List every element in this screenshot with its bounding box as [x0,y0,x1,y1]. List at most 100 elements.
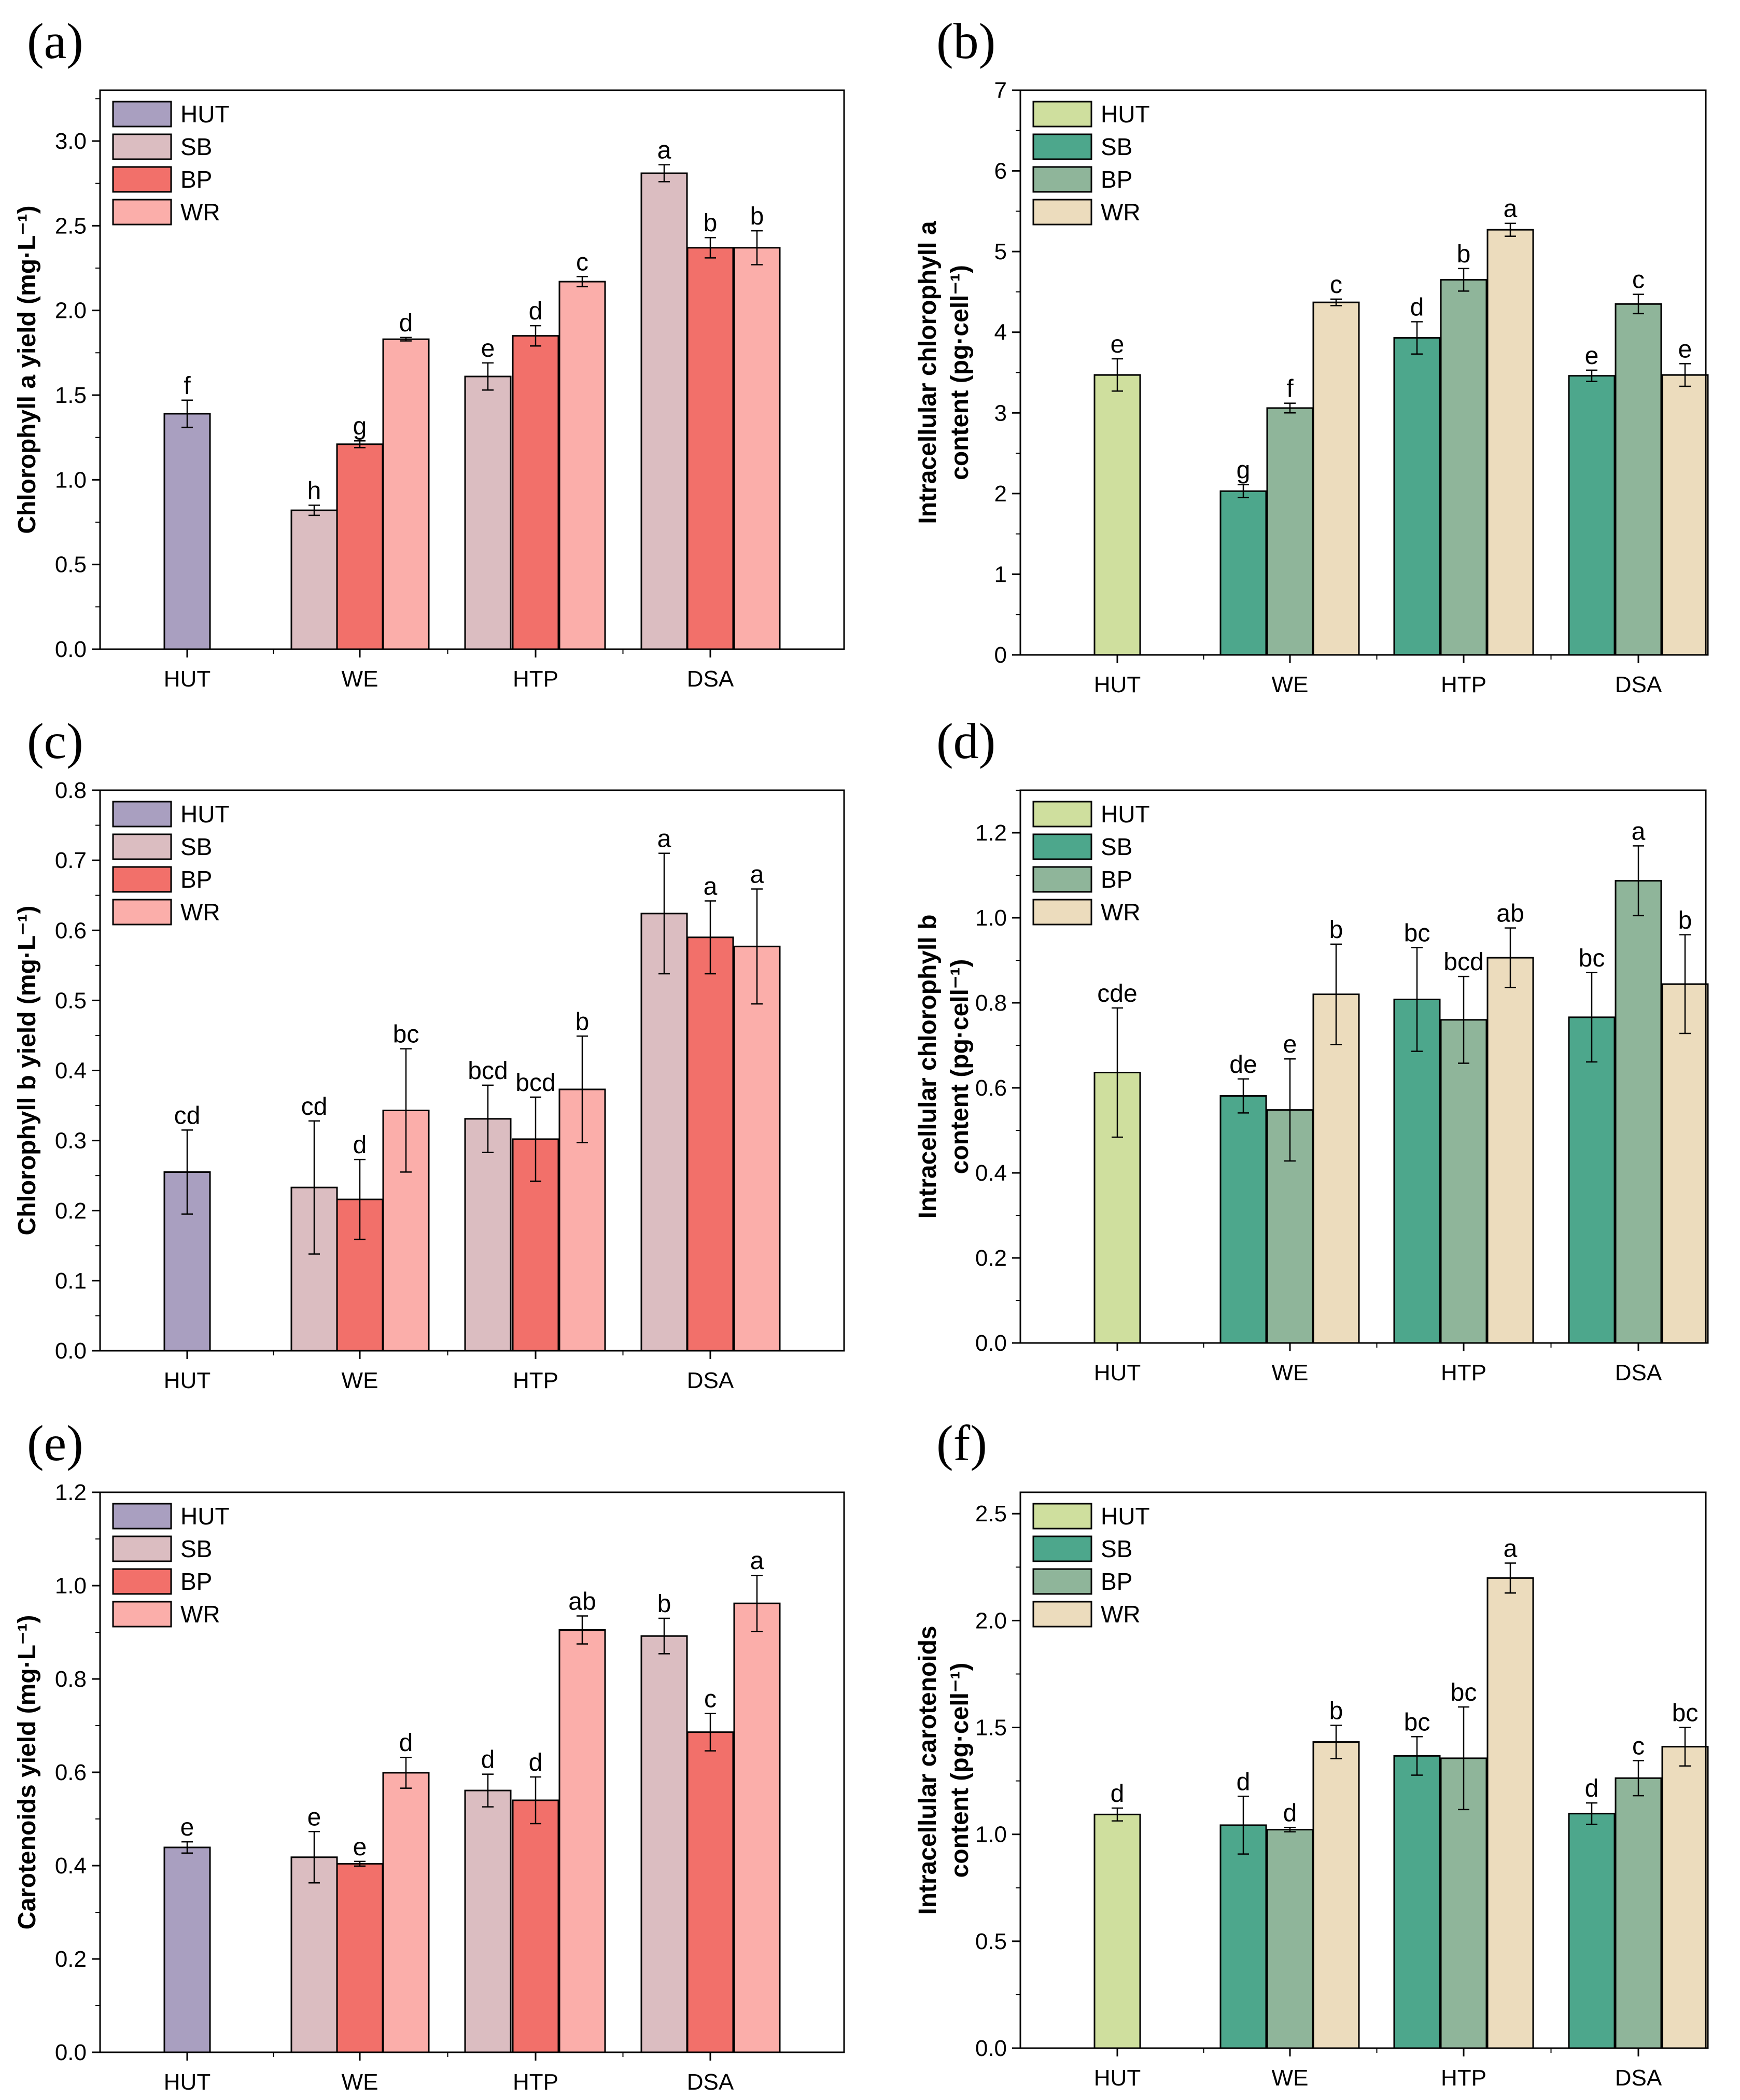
legend-swatch-bp [112,166,172,193]
legend-swatch-sb [1032,133,1092,160]
panel-label-f: (f) [936,1416,987,1472]
bar-b-dsa-wr [1661,374,1709,656]
bar-f-dsa-bp [1615,1777,1662,2049]
bar-e-hut-hut [163,1846,211,2053]
significance-label: bcd [468,1057,508,1085]
bar-f-dsa-sb [1568,1813,1616,2049]
y-axis-label: Chlorophyll b yield (mg·L⁻¹) [13,906,41,1236]
legend-label-bp: BP [180,1568,212,1595]
significance-label: g [353,413,367,440]
bar-a-dsa-wr [733,247,781,650]
significance-label: a [657,137,671,164]
legend-swatch-sb [112,1535,172,1562]
significance-label: e [1678,335,1692,363]
legend-label-bp: BP [180,866,212,893]
y-tick-label: 0.6 [975,1075,1007,1101]
significance-label: a [657,825,671,853]
significance-label: ab [1496,900,1524,928]
significance-label: d [1585,1775,1599,1802]
panel-b: (b) e g f c d b a e c e 0 1 2 3 4 5 6 7 HUT WE HTP DSA Intracel… [914,13,1709,697]
legend-label-hut: HUT [1101,1503,1150,1530]
legend-label-wr: WR [180,1601,220,1628]
bar-f-htp-wr [1486,1577,1534,2049]
bar-f-we-bp [1266,1829,1314,2049]
significance-label: g [1237,457,1251,484]
legend-swatch-sb [1032,833,1092,860]
x-tick-label: DSA [1615,2065,1662,2091]
significance-label: a [750,1547,764,1575]
y-tick-label: 3 [994,400,1007,426]
legend-label-hut: HUT [180,1503,230,1530]
bar-e-dsa-sb [640,1635,688,2053]
significance-label: d [353,1131,367,1159]
y-tick-label: 0.2 [975,1245,1007,1271]
significance-label: e [307,1803,321,1831]
bar-d-dsa-sb [1568,1016,1616,1344]
y-axis-label: content (pg·cell⁻¹) [946,265,974,480]
y-tick-label: 0.0 [55,1338,87,1364]
bar-a-we-bp [336,443,384,650]
bar-f-we-sb [1219,1824,1267,2049]
y-tick-label: 0.0 [55,2040,87,2065]
significance-label: bc [1579,945,1605,972]
legend-label-sb: SB [1101,133,1132,160]
bar-b-we-bp [1266,407,1314,656]
legend-label-wr: WR [1101,899,1141,926]
bar-b-htp-bp [1440,279,1488,656]
legend-swatch-hut [1032,801,1092,828]
bar-b-we-sb [1219,490,1267,656]
bar-e-we-wr [382,1772,430,2053]
bar-b-htp-sb [1393,337,1441,656]
significance-label: bc [1451,1679,1477,1706]
legend-label-sb: SB [180,1535,212,1562]
significance-label: cd [174,1102,201,1129]
significance-label: bcd [515,1069,555,1097]
significance-label: f [1286,375,1294,403]
y-tick-label: 1 [994,562,1007,587]
y-tick-label: 0.0 [975,1331,1007,1356]
bar-b-hut-hut [1093,374,1141,656]
x-tick-label: DSA [687,1368,734,1393]
significance-label: e [353,1833,367,1861]
y-tick-label: 0.6 [55,918,87,943]
y-axis-label: Intracellular chlorophyll a [914,221,942,524]
y-tick-label: 5 [994,239,1007,264]
bar-a-hut-hut [163,413,211,650]
significance-label: c [1632,267,1645,294]
legend-label-bp: BP [1101,166,1132,193]
significance-label: b [750,203,764,230]
bar-e-we-sb [290,1856,338,2053]
legend-label-wr: WR [180,899,220,926]
bar-e-dsa-bp [686,1731,734,2053]
y-tick-label: 0.0 [975,2036,1007,2061]
x-tick-label: HUT [1094,2065,1141,2091]
significance-label: d [399,1729,413,1757]
significance-label: d [1237,1768,1251,1796]
y-tick-label: 1.5 [55,383,87,408]
plot-frame [99,89,845,650]
significance-label: d [1283,1799,1297,1827]
x-tick-label: HTP [513,1368,558,1393]
y-tick-label: 1.0 [55,1573,87,1599]
legend-swatch-wr [1032,1601,1092,1628]
y-axis-label: Intracellular chlorophyll b [914,915,942,1219]
significance-label: cd [301,1093,328,1121]
x-tick-label: HUT [164,2069,211,2095]
legend-swatch-wr [112,199,172,226]
legend-label-bp: BP [180,166,212,193]
significance-label: e [1283,1031,1297,1058]
bar-a-dsa-sb [640,172,688,650]
legend-label-hut: HUT [1101,101,1150,128]
bar-a-htp-sb [464,375,512,650]
x-tick-label: DSA [687,666,734,692]
x-tick-label: WE [1272,672,1309,697]
x-tick-label: HTP [513,666,558,692]
y-axis-label: content (pg·cell⁻¹) [946,1663,974,1878]
significance-label: f [184,372,191,400]
bar-a-htp-wr [558,281,606,650]
bar-d-we-sb [1219,1095,1267,1344]
y-axis-label: Carotenoids yield (mg·L⁻¹) [13,1615,41,1930]
legend-swatch-hut [112,101,172,128]
